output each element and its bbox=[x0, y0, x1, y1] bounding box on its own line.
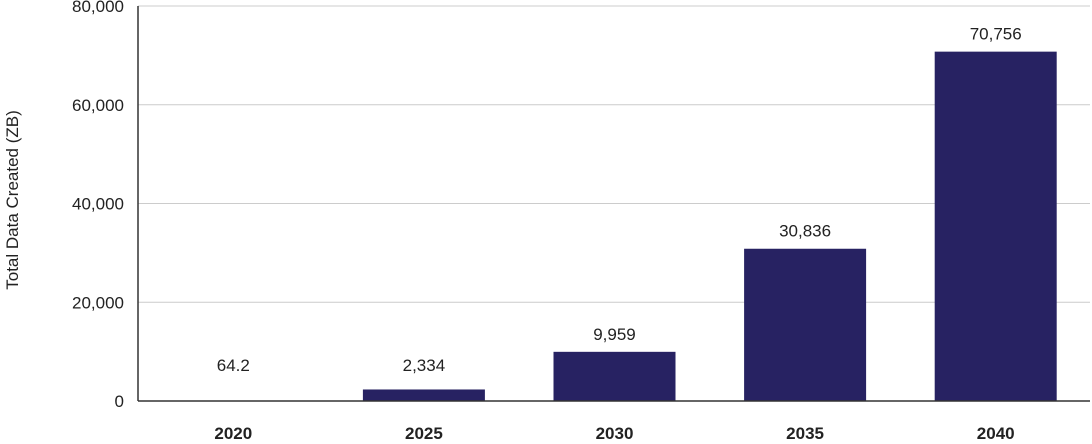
value-label: 64.2 bbox=[217, 356, 250, 375]
x-tick-label: 2030 bbox=[596, 424, 634, 443]
x-tick-label: 2040 bbox=[977, 424, 1015, 443]
y-tick-label: 20,000 bbox=[72, 293, 124, 312]
bar bbox=[934, 51, 1057, 402]
bar bbox=[744, 248, 867, 401]
bar bbox=[362, 389, 485, 401]
x-tick-labels: 2020 2025 2030 2035 2040 bbox=[214, 424, 1014, 443]
y-tick-labels: 0 20,000 40,000 60,000 80,000 bbox=[72, 0, 124, 411]
x-tick-label: 2020 bbox=[214, 424, 252, 443]
x-tick-label: 2025 bbox=[405, 424, 443, 443]
y-axis-title: Total Data Created (ZB) bbox=[3, 110, 22, 290]
value-label: 70,756 bbox=[970, 25, 1022, 44]
value-label: 2,334 bbox=[403, 356, 446, 375]
y-tick-label: 80,000 bbox=[72, 0, 124, 16]
bars bbox=[172, 51, 1057, 402]
bar bbox=[553, 351, 676, 401]
value-labels: 64.2 2,334 9,959 30,836 70,756 bbox=[217, 25, 1022, 375]
value-label: 30,836 bbox=[779, 222, 831, 241]
y-tick-label: 60,000 bbox=[72, 96, 124, 115]
y-tick-label: 40,000 bbox=[72, 195, 124, 214]
x-tick-label: 2035 bbox=[786, 424, 824, 443]
value-label: 9,959 bbox=[593, 325, 636, 344]
y-tick-label: 0 bbox=[115, 392, 124, 411]
gridlines bbox=[138, 5, 1090, 303]
